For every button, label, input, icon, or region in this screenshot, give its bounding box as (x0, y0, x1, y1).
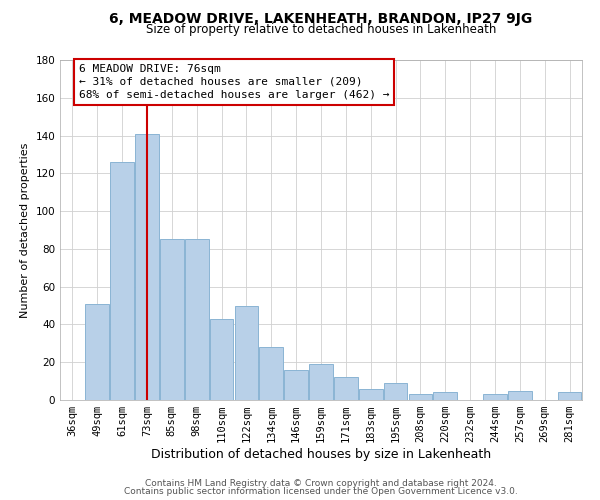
Text: 6, MEADOW DRIVE, LAKENHEATH, BRANDON, IP27 9JG: 6, MEADOW DRIVE, LAKENHEATH, BRANDON, IP… (109, 12, 533, 26)
Text: Contains public sector information licensed under the Open Government Licence v3: Contains public sector information licen… (124, 487, 518, 496)
Bar (235, 306, 258, 400)
Bar (259, 347, 283, 400)
Bar (110, 162, 134, 400)
Bar (433, 392, 457, 400)
Bar (334, 378, 358, 400)
Text: Size of property relative to detached houses in Lakenheath: Size of property relative to detached ho… (146, 22, 496, 36)
Bar (160, 240, 184, 400)
Bar (359, 388, 383, 400)
Y-axis label: Number of detached properties: Number of detached properties (20, 142, 30, 318)
Bar (85, 304, 109, 400)
Bar (185, 240, 209, 400)
Bar (558, 392, 581, 400)
Bar (384, 383, 407, 400)
Text: Contains HM Land Registry data © Crown copyright and database right 2024.: Contains HM Land Registry data © Crown c… (145, 478, 497, 488)
Text: 6 MEADOW DRIVE: 76sqm
← 31% of detached houses are smaller (209)
68% of semi-det: 6 MEADOW DRIVE: 76sqm ← 31% of detached … (79, 64, 389, 100)
Bar (135, 134, 159, 400)
Bar (284, 370, 308, 400)
X-axis label: Distribution of detached houses by size in Lakenheath: Distribution of detached houses by size … (151, 448, 491, 461)
Bar (210, 319, 233, 400)
Bar (309, 364, 333, 400)
Bar (508, 390, 532, 400)
Bar (483, 394, 507, 400)
Bar (409, 394, 432, 400)
